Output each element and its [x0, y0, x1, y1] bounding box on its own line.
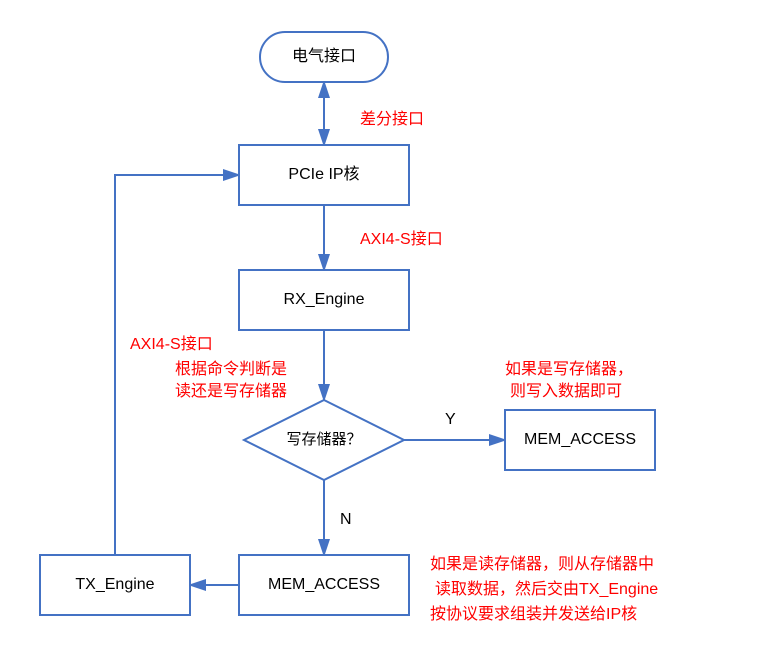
branch-yes-label: Y	[445, 411, 456, 428]
node-rx-label: RX_Engine	[284, 291, 365, 308]
node-tx: TX_Engine	[40, 555, 190, 615]
anno-write-l1: 如果是写存储器，	[505, 360, 633, 378]
anno-write-l2: 则写入数据即可	[510, 382, 622, 400]
node-tx-label: TX_Engine	[75, 576, 154, 593]
anno-axi4s-1: AXI4-S接口	[360, 230, 443, 248]
node-decision-label: 写存储器？	[286, 431, 361, 448]
anno-read-l2: 读取数据，然后交由TX_Engine	[435, 580, 658, 598]
node-decision: 写存储器？	[244, 400, 404, 480]
node-mem-bottom: MEM_ACCESS	[239, 555, 409, 615]
node-mem-right: MEM_ACCESS	[505, 410, 655, 470]
anno-read-l1: 如果是读存储器，则从存储器中	[430, 555, 654, 573]
anno-decide-l1: 根据命令判断是	[175, 360, 287, 378]
node-terminal: 电气接口	[260, 32, 388, 82]
anno-decide-l2: 读还是写存储器	[175, 382, 287, 400]
node-terminal-label: 电气接口	[292, 47, 356, 65]
node-pcie: PCIe IP核	[239, 145, 409, 205]
anno-axi4s-2: AXI4-S接口	[130, 335, 213, 353]
branch-no-label: N	[340, 511, 352, 528]
anno-diff-if: 差分接口	[360, 110, 424, 128]
anno-read-l3: 按协议要求组装并发送给IP核	[430, 605, 637, 623]
node-pcie-label: PCIe IP核	[288, 165, 359, 183]
node-mem-right-label: MEM_ACCESS	[524, 431, 636, 448]
flowchart-canvas: 电气接口 PCIe IP核 RX_Engine 写存储器？ MEM_ACCESS…	[0, 0, 779, 665]
node-mem-bottom-label: MEM_ACCESS	[268, 576, 380, 593]
node-rx: RX_Engine	[239, 270, 409, 330]
